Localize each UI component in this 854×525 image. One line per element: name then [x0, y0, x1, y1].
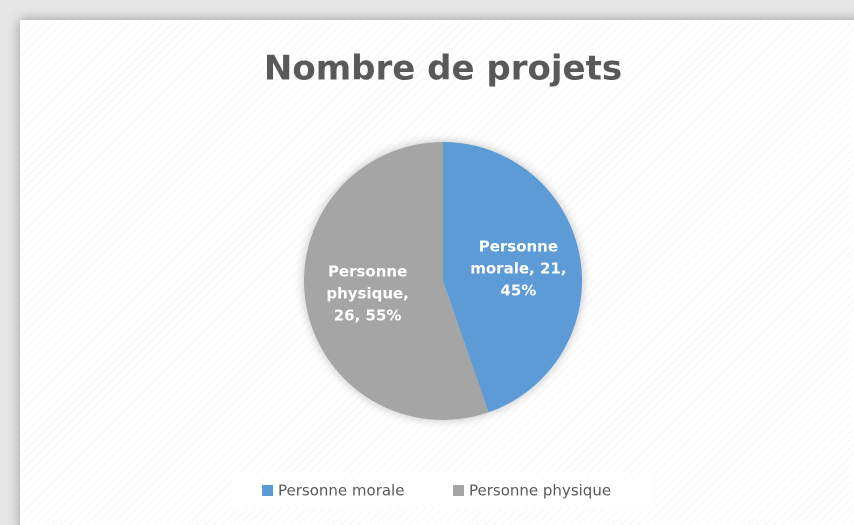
legend-swatch: [262, 485, 273, 496]
legend-box: [232, 474, 652, 508]
chart-title: Nombre de projets: [264, 49, 622, 89]
pie-slice: [443, 142, 582, 413]
data-label: Personne physique, 26, 55%: [326, 262, 409, 324]
legend-label: Personne morale: [278, 482, 404, 500]
pie-slice: [304, 142, 489, 420]
legend-swatch: [453, 485, 464, 496]
legend-label: Personne physique: [469, 482, 611, 500]
pie: [304, 142, 582, 420]
data-label: Personne morale, 21, 45%: [470, 237, 566, 299]
